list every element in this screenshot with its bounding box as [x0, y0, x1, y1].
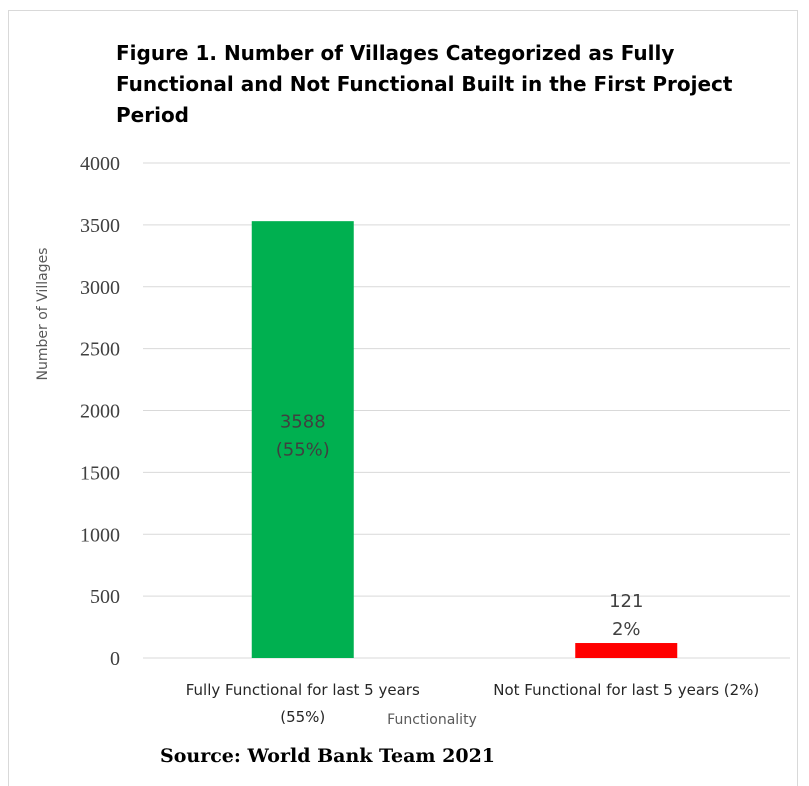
y-tick-labels: 0 500 1000 1500 2000 2500 3000 3500 4000 [80, 153, 120, 670]
chart-title-line: Figure 1. Number of Villages Categorized… [116, 41, 675, 65]
data-label: (55%) [276, 440, 330, 461]
y-tick-label: 500 [90, 586, 120, 608]
y-tick-label: 1500 [80, 462, 120, 484]
data-label: 2% [612, 619, 641, 640]
chart-title: Figure 1. Number of Villages Categorized… [116, 38, 756, 131]
data-labels: 3588 (55%) 121 2% [276, 412, 644, 640]
gridlines [143, 162, 790, 659]
chart-title-line: Functional and Not Functional Built in t… [116, 72, 733, 96]
bars [251, 221, 678, 658]
data-label: 121 [609, 591, 643, 612]
y-axis-label: Number of Villages [35, 248, 51, 381]
x-tick-label: Fully Functional for last 5 years [186, 681, 420, 699]
chart-title-line: Period [116, 103, 189, 127]
y-tick-label: 0 [110, 648, 120, 670]
y-tick-label: 1000 [80, 524, 120, 546]
x-tick-labels: Fully Functional for last 5 years (55%) No… [186, 681, 760, 726]
x-axis-label: Functionality [387, 712, 477, 728]
y-tick-label: 4000 [80, 153, 120, 175]
x-tick-label: Not Functional for last 5 years (2%) [493, 681, 759, 699]
y-tick-label: 2500 [80, 339, 120, 361]
chart-frame [8, 10, 798, 786]
source-note: Source: World Bank Team 2021 [160, 745, 496, 767]
bar [575, 643, 678, 658]
data-label: 3588 [280, 412, 326, 433]
bar [251, 221, 354, 658]
x-tick-label: (55%) [280, 708, 325, 726]
y-tick-label: 3500 [80, 215, 120, 237]
y-tick-label: 3000 [80, 277, 120, 299]
y-tick-label: 2000 [80, 401, 120, 423]
